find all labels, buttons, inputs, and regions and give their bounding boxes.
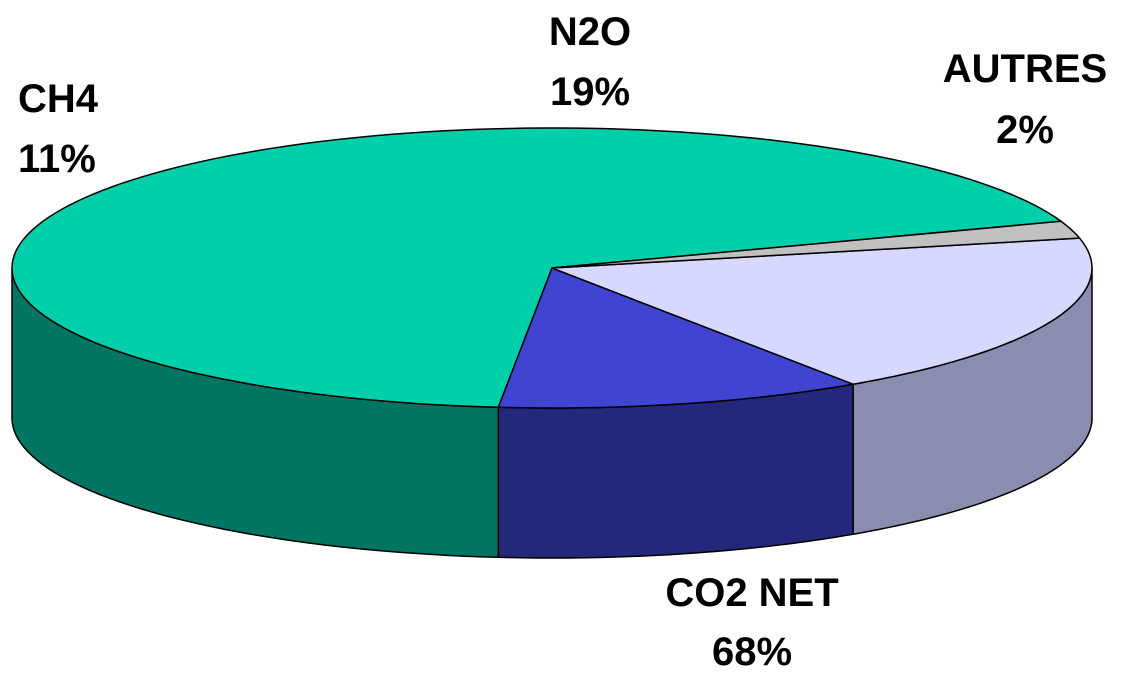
slice-label-ch4: CH4 11% (18, 77, 99, 181)
pie-side-layer (11, 267, 1093, 559)
pie-slice-co2-net (11, 127, 1062, 409)
slice-label-co2-net: CO2 NET 68% (665, 571, 838, 674)
slice-label-autres: AUTRES 2% (943, 47, 1107, 152)
pie-side-ch4 (497, 383, 854, 559)
pie-slice-ch4 (497, 267, 854, 409)
pie-slice-autres (551, 220, 1081, 269)
slice-name-autres: AUTRES (943, 47, 1107, 91)
pie-top-layer (11, 127, 1093, 409)
slice-percent-co2-net: 68% (712, 630, 792, 671)
slice-name-ch4: CH4 (18, 77, 99, 121)
slice-percent-ch4: 11% (18, 137, 96, 181)
slice-label-n2o: N2O 19% (549, 10, 631, 114)
slice-percent-n2o: 19% (550, 70, 630, 114)
slice-name-n2o: N2O (549, 10, 631, 54)
pie-slice-n2o (551, 237, 1093, 385)
slice-name-co2-net: CO2 NET (665, 571, 838, 615)
slice-percent-autres: 2% (996, 108, 1054, 152)
